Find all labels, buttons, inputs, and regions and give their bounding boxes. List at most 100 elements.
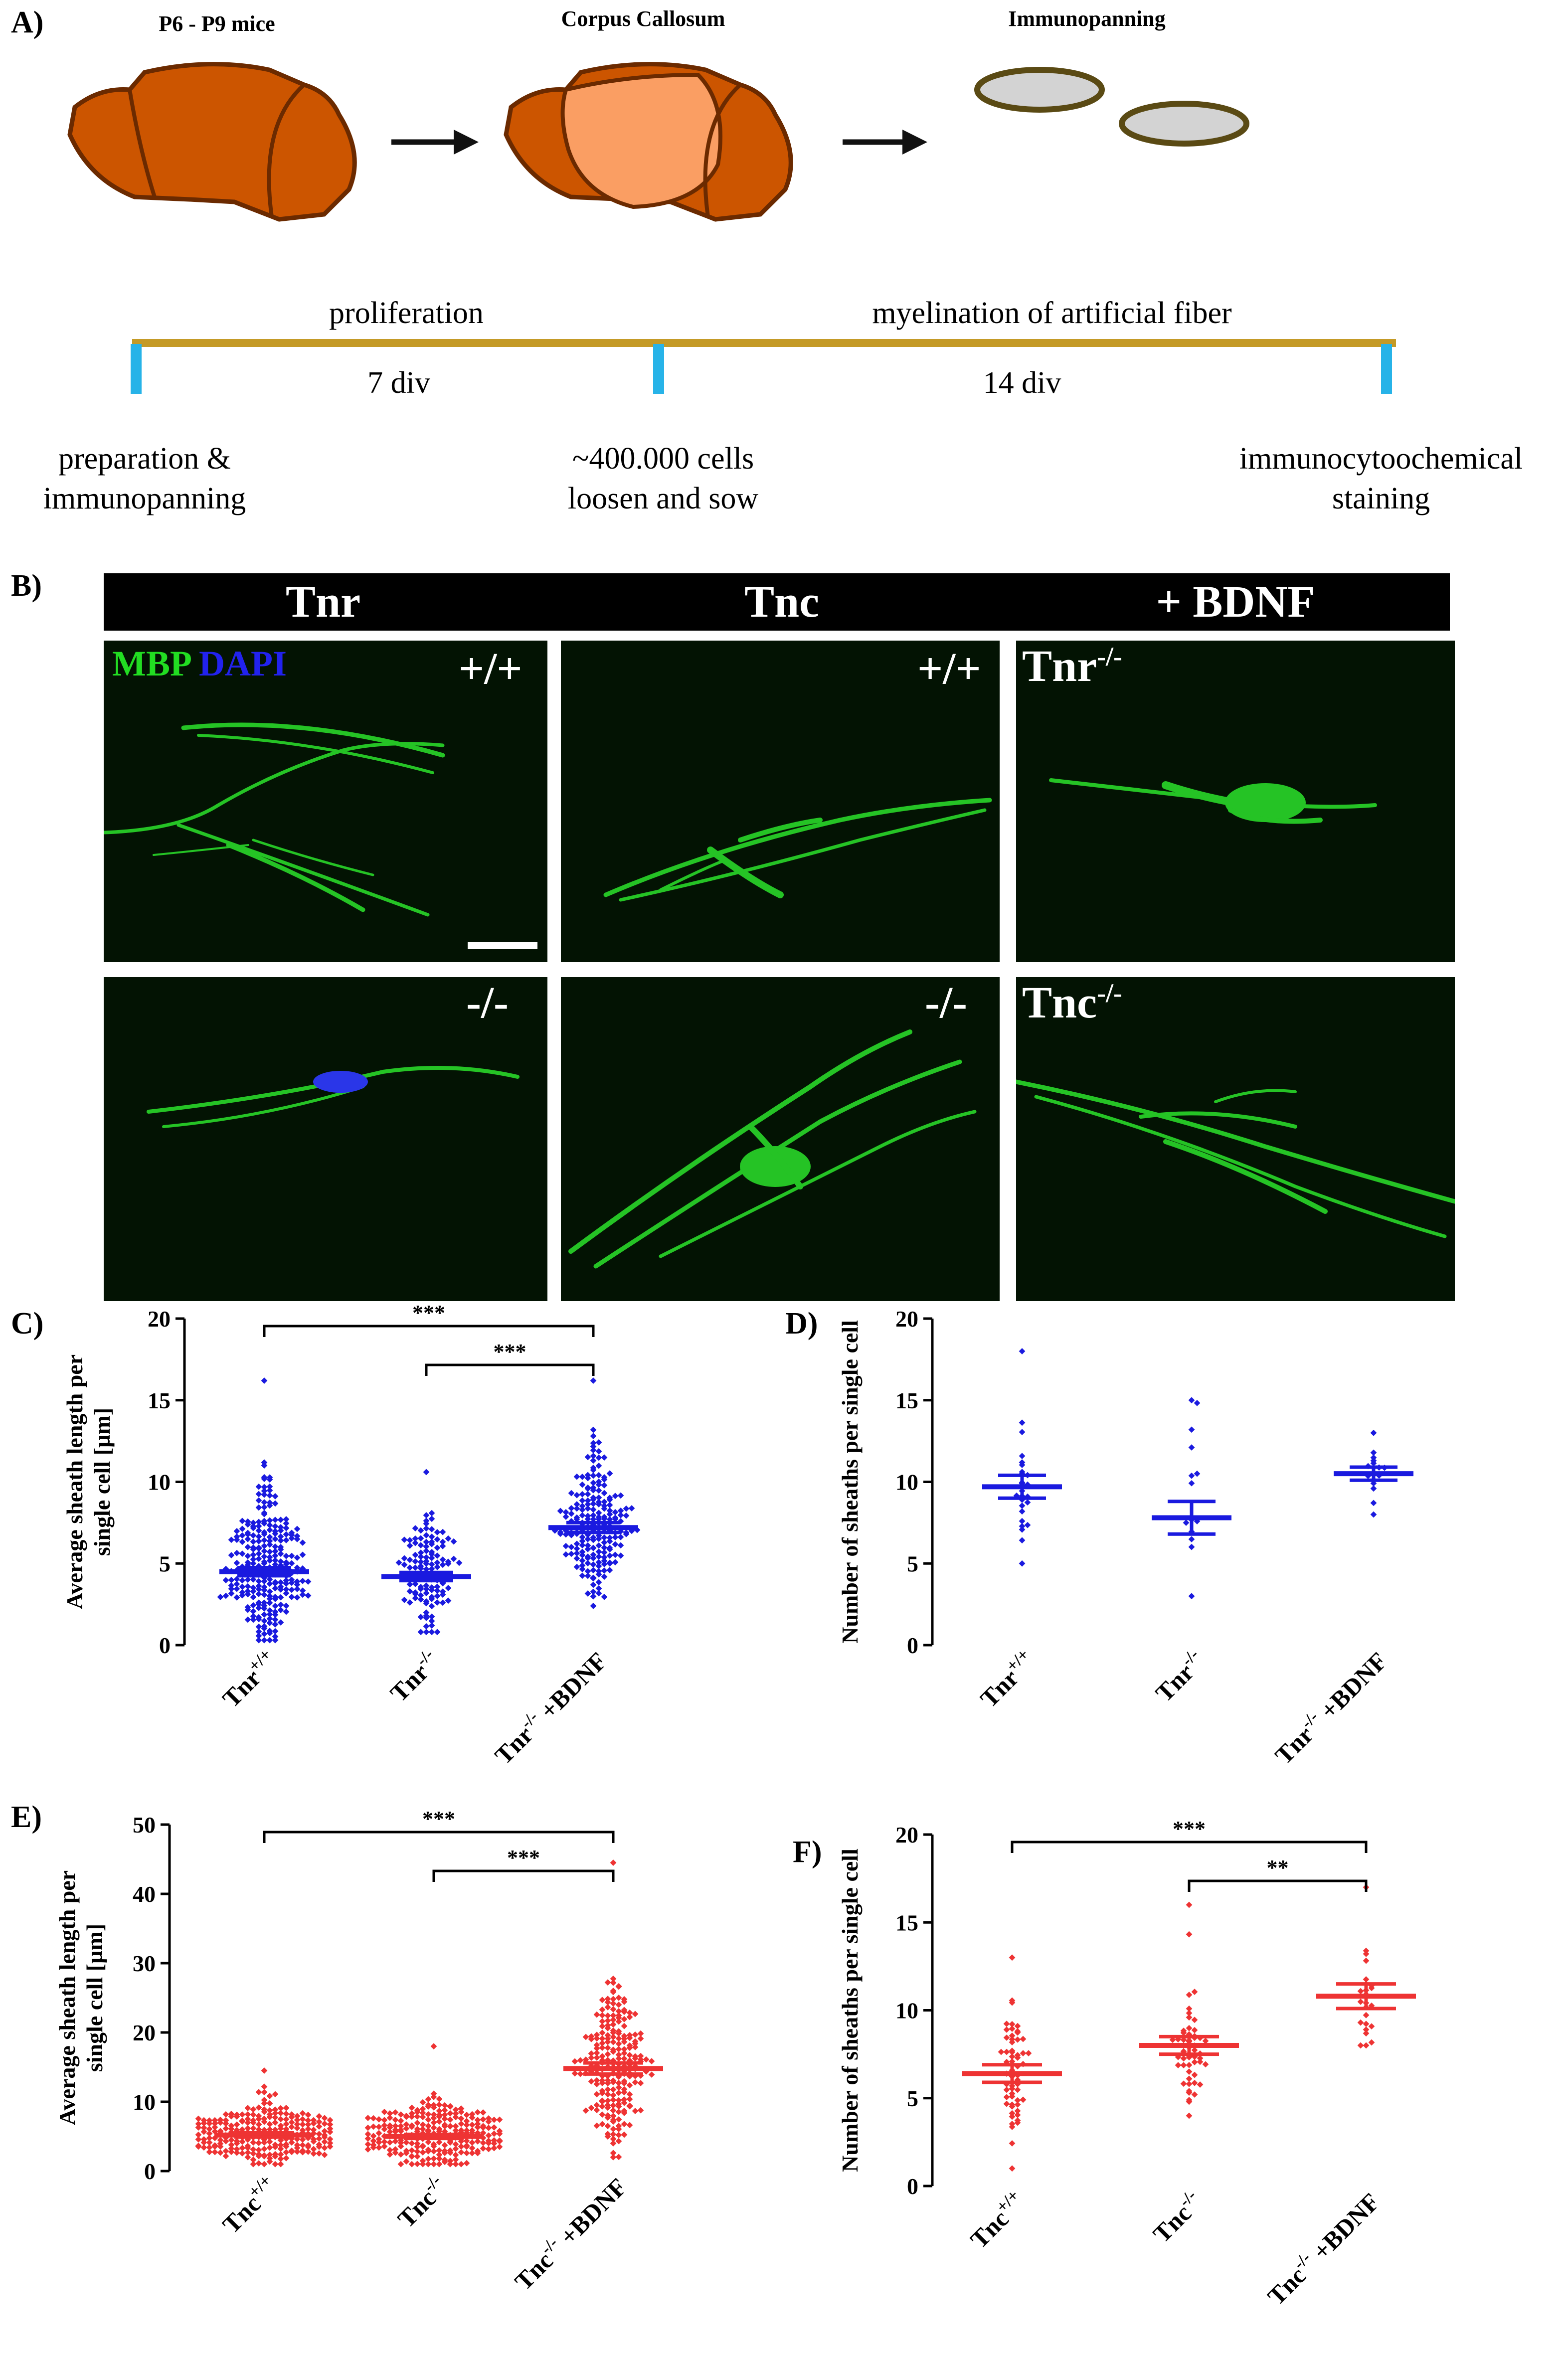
data-point [445, 1560, 452, 1567]
data-point [637, 2107, 644, 2114]
data-point [403, 2121, 410, 2128]
data-point [233, 1549, 240, 1556]
data-points [195, 2067, 334, 2168]
data-point [615, 2084, 622, 2091]
data-point [573, 1545, 580, 1552]
data-point [1363, 1957, 1370, 1964]
data-point [610, 1996, 617, 2003]
data-point [1370, 1500, 1377, 1507]
data-point [610, 2086, 617, 2093]
data-point [1370, 1485, 1377, 1492]
data-point [1003, 2048, 1010, 2055]
data-point [1188, 1444, 1195, 1451]
data-point [408, 2153, 415, 2160]
data-point [436, 2155, 443, 2162]
data-point [327, 2117, 334, 2124]
data-point [222, 1592, 229, 1599]
data-point [392, 2109, 399, 2116]
culture-dish [1119, 101, 1249, 147]
data-point [305, 2117, 312, 2124]
data-point [266, 1599, 273, 1606]
data-point [491, 2116, 498, 2123]
micrograph-tnr-wt [104, 641, 547, 962]
data-point [601, 1573, 608, 1580]
data-point [610, 2150, 617, 2157]
data-point [474, 2109, 481, 2116]
data-point [386, 2110, 393, 2117]
data-point [1014, 2112, 1021, 2118]
workflow-illustration [67, 62, 1249, 222]
data-point [283, 2104, 290, 2111]
data-point [272, 1580, 279, 1587]
data-point [403, 2112, 410, 2119]
nucleus [313, 1071, 368, 1093]
data-point [595, 1472, 602, 1479]
data-point [397, 2161, 404, 2168]
data-point [403, 2139, 410, 2146]
data-point [211, 2124, 218, 2131]
data-point [327, 2143, 334, 2150]
data-point [1009, 2103, 1016, 2110]
data-point [272, 1523, 279, 1530]
data-point [255, 1538, 262, 1545]
data-point [615, 1994, 622, 2001]
data-point [294, 2125, 301, 2132]
data-point [261, 1611, 268, 1618]
data-point [480, 2145, 487, 2152]
genotype-tnr-ko-label: Tnr-/- [1022, 642, 1122, 691]
data-point [255, 1504, 262, 1511]
y-tick-label: 50 [133, 1812, 156, 1838]
data-point [406, 1537, 413, 1543]
data-point [595, 1548, 602, 1555]
data-point [632, 2079, 639, 2086]
data-point [447, 2161, 454, 2168]
data-point [261, 1377, 268, 1384]
data-point [381, 2109, 388, 2115]
data-point [217, 1594, 224, 1600]
data-point [434, 1559, 441, 1566]
panel-a-letter: A) [11, 5, 44, 39]
data-point [239, 2150, 246, 2157]
y-axis-label: Average sheath length persingle cell [µm… [54, 1870, 107, 2125]
data-point [381, 2143, 388, 2150]
data-point [595, 1571, 602, 1578]
data-point [485, 2124, 492, 2131]
data-point [316, 2113, 323, 2120]
data-point [621, 2046, 628, 2052]
data-point [412, 1539, 419, 1546]
data-point [283, 1537, 290, 1543]
data-point [1191, 2091, 1198, 2098]
data-point [428, 1629, 435, 1636]
data-point [604, 2012, 611, 2019]
culture-dish [974, 67, 1105, 113]
y-tick-label: 20 [133, 2020, 156, 2045]
data-point [1020, 2050, 1027, 2056]
data-point [261, 1631, 268, 1637]
data-point [417, 1542, 424, 1549]
data-point [626, 2102, 633, 2109]
data-point [1363, 2030, 1370, 2037]
corpus-callosum-label: Corpus Callosum [561, 6, 725, 31]
data-point [615, 2154, 622, 2161]
data-point [195, 2115, 202, 2122]
data-point [1188, 1397, 1195, 1404]
data-point [612, 1559, 619, 1566]
data-point [1019, 1419, 1026, 1426]
data-point [266, 1637, 273, 1644]
micrograph-bdnf-tnr [1016, 641, 1455, 962]
data-point [425, 2103, 432, 2110]
data-point [397, 2117, 404, 2124]
y-tick-label: 0 [907, 1633, 918, 1658]
data-point [599, 2023, 606, 2029]
data-point [1186, 2005, 1193, 2012]
data-point [595, 1487, 602, 1494]
data-point [1024, 1499, 1031, 1506]
data-point [606, 1552, 613, 1559]
data-point [261, 1591, 268, 1598]
data-point [615, 2089, 622, 2096]
data-point [1191, 2059, 1198, 2065]
stain-legend: MBP DAPI [112, 643, 287, 684]
data-point [406, 1542, 413, 1549]
data-point [604, 1979, 611, 1986]
data-point [412, 1590, 419, 1597]
